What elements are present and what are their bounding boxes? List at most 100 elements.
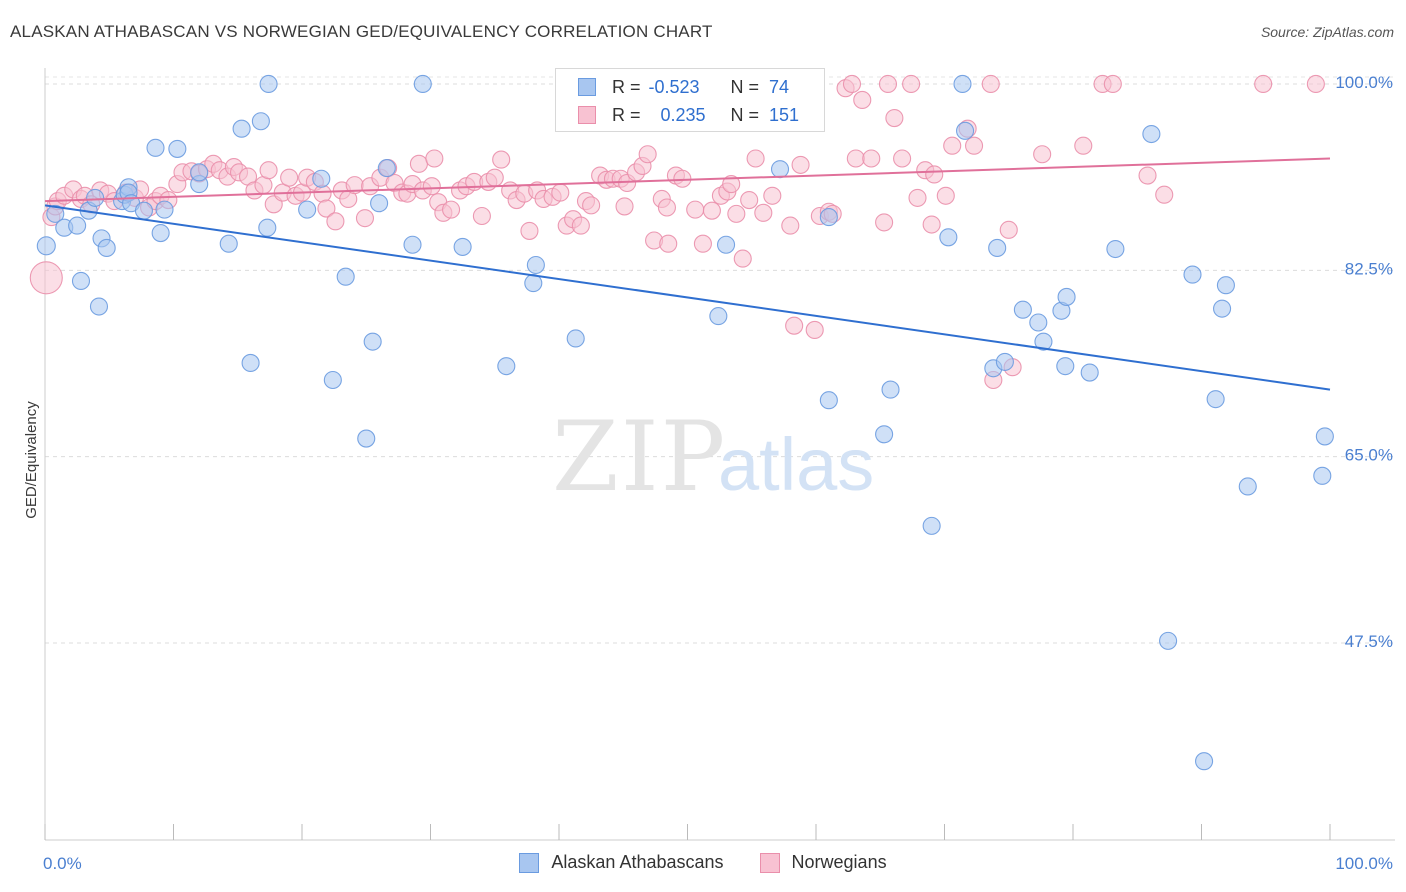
data-point	[190, 163, 209, 182]
data-point	[1138, 166, 1157, 185]
data-point	[377, 159, 396, 178]
data-point	[770, 160, 790, 179]
data-point	[317, 199, 336, 218]
data-point	[551, 183, 570, 202]
legend-n-label: N =	[730, 104, 760, 125]
bottom-legend-swatch-athabascan	[519, 852, 540, 873]
data-point	[520, 221, 539, 240]
trend-line	[44, 204, 1331, 391]
bottom-legend-label: Alaskan Athabascans	[551, 852, 724, 872]
data-point	[1213, 299, 1232, 318]
data-point	[582, 196, 601, 215]
legend-row-norwegian: R = 0.235 N = 151	[578, 101, 799, 129]
data-point	[425, 149, 444, 168]
data-point	[526, 255, 545, 275]
legend-r-label: R =	[612, 104, 641, 125]
legend: R = -0.523 N = 74 R = 0.235 N = 151	[555, 68, 825, 132]
axes	[44, 68, 1395, 841]
y-tick-label: 100.0%	[1335, 73, 1393, 92]
data-point	[902, 74, 921, 94]
legend-r-value: -0.523	[648, 76, 700, 97]
data-point	[1142, 124, 1161, 144]
data-point	[155, 200, 174, 219]
data-point	[422, 177, 441, 196]
data-point	[497, 357, 516, 376]
data-point	[1033, 145, 1052, 164]
data-point	[323, 370, 342, 390]
data-point	[805, 320, 824, 339]
data-point	[1074, 136, 1093, 155]
data-point	[939, 228, 958, 247]
data-point	[413, 74, 432, 94]
data-point	[922, 516, 941, 535]
data-point	[893, 149, 912, 168]
watermark-atlas: atlas	[718, 423, 874, 506]
data-point	[953, 74, 972, 94]
data-point	[409, 154, 428, 173]
data-point	[29, 261, 63, 295]
data-point	[298, 200, 317, 219]
data-point	[638, 145, 657, 164]
bottom-legend-norwegian: Norwegians	[759, 852, 887, 873]
data-point	[68, 216, 87, 235]
y-tick-label: 82.5%	[1345, 259, 1393, 278]
data-point	[615, 197, 634, 216]
data-point	[1080, 363, 1099, 382]
data-point	[956, 121, 975, 140]
data-point	[232, 119, 251, 138]
data-point	[1313, 466, 1332, 485]
data-point	[709, 307, 728, 326]
data-point	[908, 188, 927, 207]
x-tick-label: 100.0%	[1335, 854, 1393, 873]
legend-n-value: 151	[769, 104, 800, 125]
data-point	[1206, 390, 1225, 409]
data-point	[740, 190, 759, 210]
legend-row-athabascan: R = -0.523 N = 74	[578, 73, 789, 101]
data-point	[943, 136, 962, 155]
y-tick-labels: 47.5% 65.0% 82.5% 100.0%	[1335, 73, 1393, 651]
data-point	[370, 194, 389, 213]
data-point	[673, 169, 692, 188]
y-axis-label: GED/Equivalency	[23, 401, 40, 519]
data-point	[819, 208, 838, 227]
data-point	[763, 186, 782, 205]
data-point	[571, 216, 590, 235]
data-point	[988, 238, 1007, 258]
data-point	[1195, 752, 1214, 771]
data-point	[326, 212, 345, 231]
data-point	[355, 209, 375, 228]
data-point	[312, 169, 331, 188]
bottom-legend-athabascan: Alaskan Athabascans	[519, 852, 724, 873]
data-point	[693, 234, 712, 253]
data-point	[659, 234, 678, 253]
data-point	[862, 149, 881, 168]
data-point	[1106, 239, 1125, 259]
data-point	[1029, 313, 1048, 332]
data-point	[403, 235, 422, 254]
legend-r-label: R =	[612, 76, 641, 97]
data-point	[485, 168, 504, 187]
data-point	[885, 108, 904, 128]
data-point	[357, 429, 376, 448]
data-point	[36, 236, 56, 256]
data-point	[46, 204, 65, 223]
y-tick-label: 47.5%	[1345, 632, 1393, 651]
data-point	[702, 201, 721, 220]
data-point	[280, 168, 299, 187]
data-point	[878, 74, 898, 94]
data-point	[1159, 631, 1178, 650]
data-point	[259, 161, 278, 180]
data-point	[657, 198, 676, 217]
data-point	[86, 188, 105, 207]
data-point	[781, 216, 800, 235]
data-point	[1013, 300, 1032, 319]
data-point	[785, 316, 804, 335]
data-point	[1183, 265, 1202, 284]
data-point	[259, 74, 278, 94]
data-point	[875, 425, 894, 444]
data-point	[146, 138, 165, 157]
data-point	[1238, 477, 1257, 496]
bottom-legend-swatch-norwegian	[759, 852, 780, 873]
data-point	[1155, 185, 1174, 204]
